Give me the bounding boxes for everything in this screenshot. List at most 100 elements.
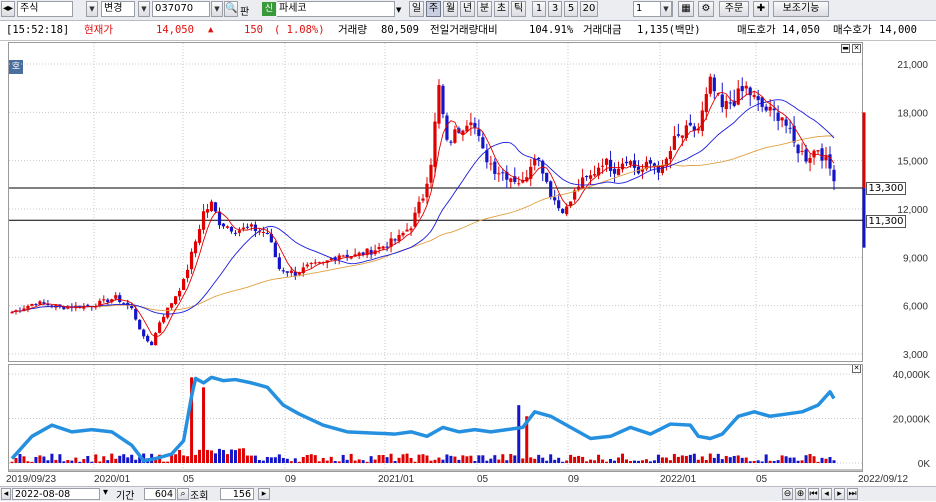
stock-name-field[interactable]: 파세코: [277, 1, 395, 17]
prev-page-icon[interactable]: ◂: [821, 488, 832, 500]
candle-body: [261, 231, 265, 233]
candle-body: [453, 129, 457, 143]
market-type-dropdown-icon[interactable]: ▼: [86, 1, 98, 17]
interval-dropdown-icon[interactable]: ▼: [660, 1, 672, 17]
x-tick-label: 05: [477, 474, 489, 485]
interval-button-20[interactable]: 20: [580, 1, 598, 17]
candle-body: [788, 127, 792, 129]
volume-bar: [66, 460, 70, 463]
add-plus-icon[interactable]: ✚: [753, 1, 769, 17]
display-count-input[interactable]: 156: [220, 488, 254, 500]
date-field[interactable]: 2022-08-08: [12, 488, 100, 500]
volume-bar: [229, 449, 233, 463]
search-icon[interactable]: 🔍: [224, 1, 238, 17]
candle-body: [724, 101, 728, 110]
volume-bar: [605, 461, 609, 463]
period-button-6[interactable]: 틱: [511, 1, 526, 17]
volume-bar: [449, 455, 453, 463]
new-listing-badge: 신: [262, 2, 276, 16]
stock-code-input[interactable]: 037070: [152, 1, 210, 17]
change-mode-dropdown-icon[interactable]: ▼: [138, 1, 150, 17]
volume-bar: [437, 457, 441, 463]
volume-bar: [748, 461, 752, 463]
candle-body: [102, 299, 106, 301]
candle-body: [808, 157, 812, 163]
settings-gear-icon[interactable]: ⚙: [698, 1, 714, 17]
volume-bar: [429, 460, 433, 463]
candle-body: [393, 239, 397, 241]
search-icon-small[interactable]: ⌕: [177, 488, 189, 500]
candle-body: [313, 262, 317, 264]
period-input[interactable]: 604: [144, 488, 176, 500]
candle-body: [385, 246, 389, 248]
interval-button-3[interactable]: 3: [548, 1, 562, 17]
candle-body: [42, 302, 46, 304]
volume-bar: [241, 448, 245, 463]
grid-view-icon[interactable]: ▦: [678, 1, 694, 17]
up-arrow-icon: ▲: [208, 25, 214, 35]
volume-bar: [225, 454, 229, 463]
candle-body: [209, 201, 214, 212]
period-button-3[interactable]: 년: [460, 1, 475, 17]
price-change-percent: ( 1.08%): [274, 24, 325, 36]
zoom-in-icon[interactable]: ⊕: [795, 488, 806, 500]
interval-button-5[interactable]: 5: [564, 1, 578, 17]
volume-bar: [621, 453, 625, 463]
period-button-1[interactable]: 주: [426, 1, 441, 17]
volume-bar: [469, 455, 473, 463]
volume-chart-panel[interactable]: [8, 364, 863, 472]
scroll-arrows-icon[interactable]: ◂▸: [1, 1, 15, 17]
candle-body: [461, 130, 465, 135]
date-dropdown-icon[interactable]: ▾: [103, 487, 109, 498]
market-type-select[interactable]: 주식: [17, 1, 73, 17]
candle-body: [30, 304, 34, 306]
first-page-icon[interactable]: ⏮: [808, 488, 819, 500]
stock-code-dropdown-icon[interactable]: ▼: [211, 1, 223, 17]
volume-bar: [90, 461, 94, 463]
candle-body: [616, 168, 621, 176]
volume-bar: [349, 453, 353, 463]
y-tick-label: 9,000: [903, 253, 928, 264]
change-mode-select[interactable]: 변경: [101, 1, 135, 17]
volume-bar: [257, 460, 261, 463]
candle-body: [193, 241, 198, 254]
period-button-5[interactable]: 초: [494, 1, 509, 17]
order-button[interactable]: 주문: [719, 1, 749, 17]
candle-body: [397, 234, 401, 242]
volume-bar: [676, 456, 680, 463]
volume-bar: [529, 457, 533, 463]
candle-body: [349, 256, 353, 259]
candle-body: [784, 119, 788, 126]
candle-body: [672, 136, 676, 150]
volume-bar: [561, 461, 565, 463]
candle-body: [357, 252, 361, 256]
ma-5-line: [11, 90, 835, 338]
interval-button-1[interactable]: 1: [532, 1, 546, 17]
y-tick-label: 3,000: [903, 350, 928, 361]
period-button-0[interactable]: 일: [409, 1, 424, 17]
assist-functions-button[interactable]: 보조기능: [773, 1, 829, 17]
scroll-right-icon[interactable]: ▸: [258, 488, 270, 500]
period-button-2[interactable]: 월: [443, 1, 458, 17]
candle-body: [596, 167, 601, 176]
panel-minimize-icon[interactable]: ▬: [841, 44, 850, 53]
stock-name-dropdown-icon[interactable]: ▼: [396, 6, 402, 14]
panel-close-icon[interactable]: ✕: [852, 44, 861, 53]
volume-bar: [62, 461, 66, 463]
scroll-left-icon[interactable]: ◂: [1, 488, 11, 500]
volume-value: 80,509: [381, 24, 419, 36]
next-page-icon[interactable]: ▸: [834, 488, 845, 500]
period-button-4[interactable]: 분: [477, 1, 492, 17]
candle-body: [493, 161, 497, 174]
candle-body: [221, 223, 226, 227]
last-page-icon[interactable]: ⏭: [847, 488, 858, 500]
candle-body: [333, 257, 337, 260]
zoom-out-icon[interactable]: ⊖: [782, 488, 793, 500]
volume-bar: [716, 453, 720, 463]
candle-body: [213, 202, 218, 212]
candle-body: [521, 180, 525, 183]
bottom-control-bar: ◂ 2022-08-08 ▾ 기간 604 ⌕ 조회 156 ▸ ⊖ ⊕ ⏮ ◂…: [0, 486, 936, 502]
candle-body: [549, 181, 553, 197]
candle-body: [181, 278, 186, 291]
volume-bar: [58, 454, 62, 463]
